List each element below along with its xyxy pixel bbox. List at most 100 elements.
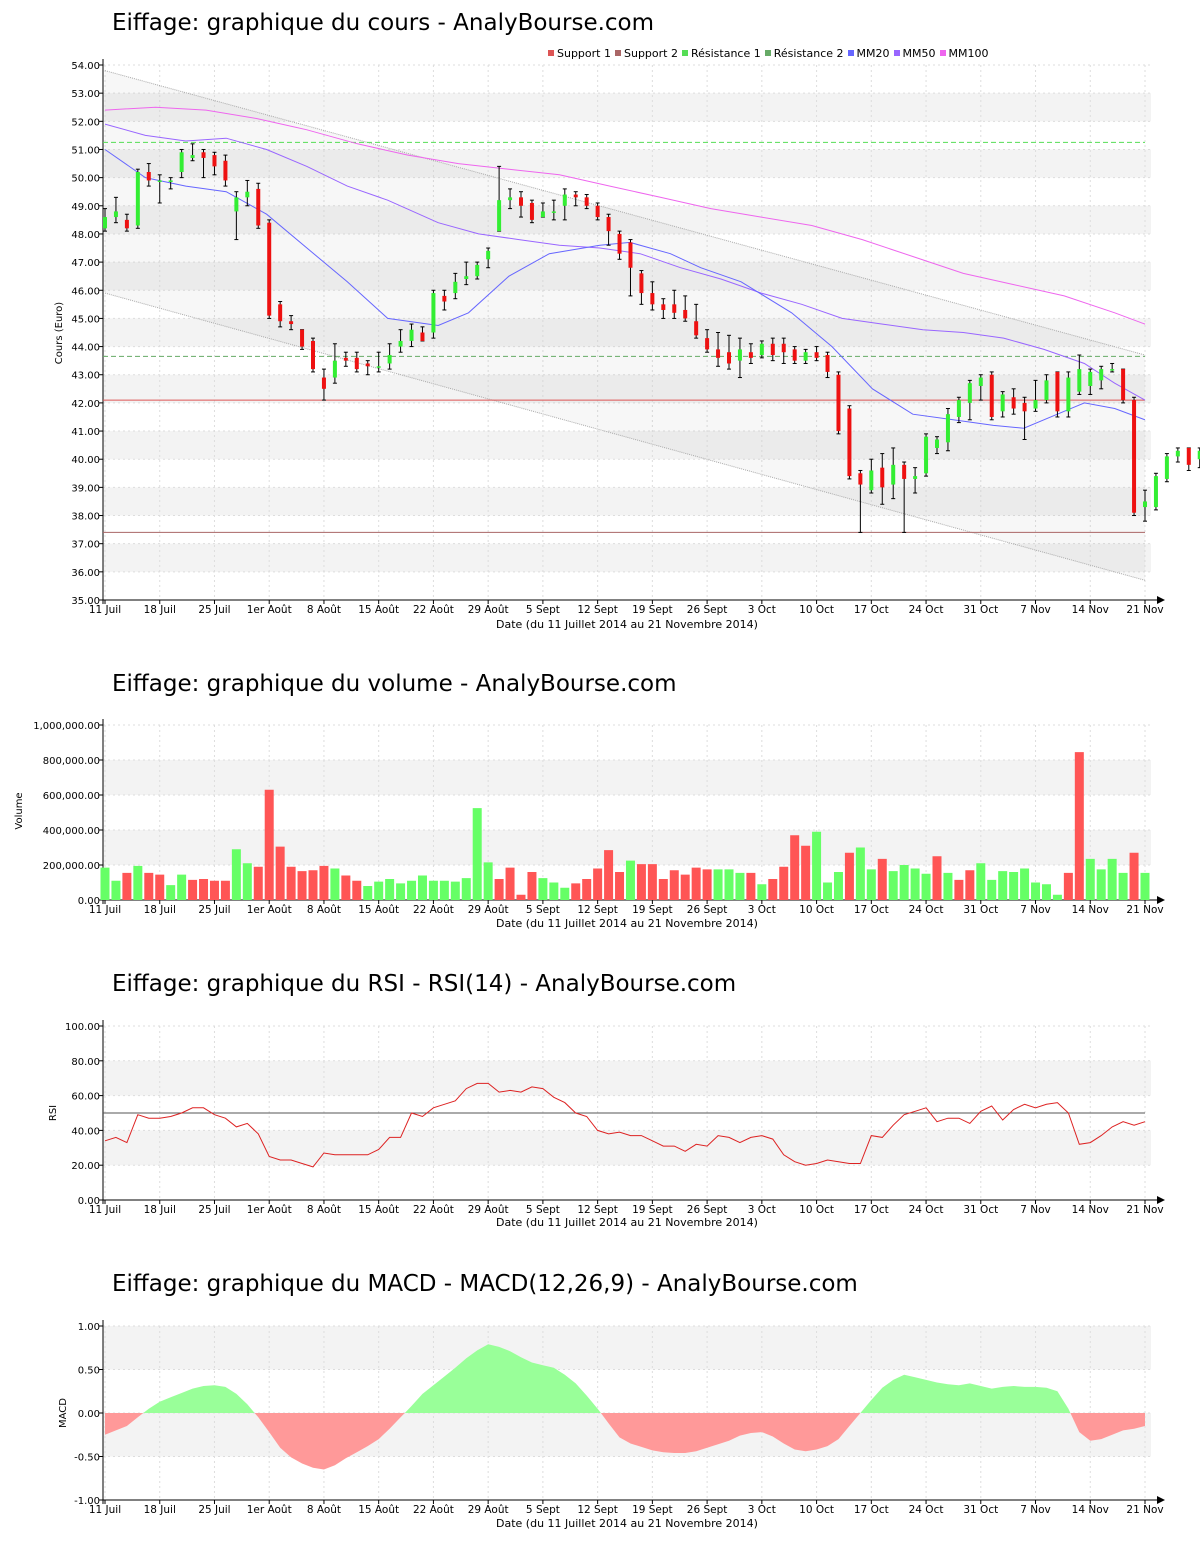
volume-ytick-label: 1,000,000.00 — [33, 721, 100, 732]
macd-xlabel: Date (du 11 Juillet 2014 au 21 Novembre … — [496, 1517, 758, 1530]
candle-body — [672, 304, 677, 313]
legend-item: MM20 — [847, 45, 890, 61]
candle-body — [1011, 397, 1016, 409]
volume-bar — [1107, 858, 1117, 900]
volume-xtick-label: 31 Oct — [963, 904, 998, 916]
price-ytick-label: 41.00 — [71, 427, 100, 438]
price-chart-title: Eiffage: graphique du cours - AnalyBours… — [112, 10, 655, 36]
macd-ytick-label: 0.00 — [78, 1409, 100, 1420]
rsi-xtick-label: 29 Août — [468, 1204, 509, 1216]
rsi-ytick-label: 100.00 — [65, 1022, 100, 1033]
volume-bar — [133, 865, 143, 900]
volume-bar — [1118, 872, 1128, 900]
rsi-xtick-label: 18 Juil — [144, 1204, 176, 1216]
volume-bar — [790, 835, 800, 900]
volume-xtick-label: 12 Sept — [577, 904, 618, 916]
volume-bar — [494, 879, 504, 900]
candle-body — [770, 343, 775, 356]
macd-ytick-label: 0.50 — [78, 1366, 100, 1377]
mm50-line — [104, 123, 1146, 401]
candle-body — [869, 470, 874, 491]
legend-label: Support 2 — [623, 46, 678, 60]
volume-bar — [253, 866, 263, 900]
volume-bar — [483, 862, 493, 900]
rsi-ylabel: RSI — [48, 1105, 59, 1121]
candle-body — [113, 211, 118, 218]
price-xtick-label: 25 Juil — [198, 604, 230, 616]
volume-bar — [242, 863, 252, 900]
macd-negative-area — [105, 1413, 1145, 1470]
volume-bar — [582, 879, 592, 900]
candle-body — [847, 408, 852, 477]
macd-xtick-label: 31 Oct — [963, 1504, 998, 1516]
volume-xtick-label: 11 Juil — [89, 904, 121, 916]
candle-body — [1186, 447, 1191, 465]
candle-body — [1022, 402, 1027, 412]
candle-body — [519, 197, 523, 206]
candle-body — [157, 180, 162, 182]
volume-bar — [844, 852, 854, 900]
candle-body — [300, 329, 305, 347]
volume-bar — [746, 872, 756, 900]
volume-bar — [823, 882, 833, 900]
volume-bar — [593, 868, 603, 900]
price-xtick-label: 15 Août — [358, 604, 399, 616]
volume-ylabel: Volume — [14, 792, 25, 829]
volume-bar — [604, 850, 614, 900]
volume-bar — [571, 883, 581, 900]
volume-bar — [1063, 872, 1073, 900]
volume-xtick-label: 3 Oct — [748, 904, 776, 916]
price-ytick-label: 48.00 — [71, 230, 100, 241]
volume-bar — [1074, 752, 1084, 900]
macd-ylabel: MACD — [58, 1398, 69, 1428]
macd-ytick-label: -1.00 — [74, 1496, 100, 1507]
rsi-xtick-label: 5 Sept — [526, 1204, 560, 1216]
candle-body — [891, 464, 896, 485]
volume-xtick-label: 15 Août — [358, 904, 399, 916]
volume-bar — [111, 880, 121, 900]
candle-body — [475, 264, 480, 277]
volume-xtick-label: 5 Sept — [526, 904, 560, 916]
volume-bar — [877, 858, 887, 900]
legend-swatch — [847, 50, 854, 56]
price-xtick-label: 31 Oct — [963, 604, 998, 616]
price-ytick-label: 37.00 — [71, 540, 100, 551]
candle-body — [497, 200, 502, 232]
volume-xtick-label: 26 Sept — [687, 904, 728, 916]
volume-bar — [724, 869, 734, 900]
candle-body — [759, 343, 764, 356]
candle-body — [103, 217, 107, 229]
price-xtick-label: 5 Sept — [526, 604, 560, 616]
candle-body — [1164, 456, 1169, 479]
volume-ytick-label: 200,000.00 — [43, 861, 100, 872]
price-panel: Eiffage: graphique du cours - AnalyBours… — [0, 0, 1200, 640]
legend-item: Support 2 — [614, 45, 678, 61]
volume-bar — [812, 831, 822, 900]
volume-bar — [1031, 882, 1041, 900]
volume-bar — [549, 882, 559, 900]
volume-bar — [439, 880, 449, 900]
mm20-line — [104, 149, 1146, 429]
candle-body — [781, 343, 786, 353]
macd-xtick-label: 8 Août — [307, 1504, 341, 1516]
candle-body — [168, 180, 173, 182]
price-xlabel: Date (du 11 Juillet 2014 au 21 Novembre … — [496, 618, 758, 631]
volume-ytick-label: 400,000.00 — [43, 826, 100, 837]
candle-body — [650, 293, 655, 305]
candle-body — [1033, 400, 1038, 409]
price-ytick-label: 44.00 — [71, 343, 100, 354]
candle-body — [354, 357, 359, 370]
volume-bar — [833, 872, 843, 900]
volume-bar — [297, 871, 307, 900]
volume-ytick-label: 0.00 — [78, 896, 100, 907]
legend-swatch — [614, 50, 621, 56]
macd-xtick-label: 19 Sept — [632, 1504, 673, 1516]
volume-bar — [407, 880, 417, 900]
candle-body — [278, 304, 283, 322]
volume-bar — [998, 871, 1008, 900]
macd-xtick-label: 25 Juil — [198, 1504, 230, 1516]
macd-xtick-label: 3 Oct — [748, 1504, 776, 1516]
macd-xtick-label: 18 Juil — [144, 1504, 176, 1516]
rsi-xtick-label: 21 Nov — [1126, 1204, 1163, 1216]
candle-body — [945, 414, 950, 443]
